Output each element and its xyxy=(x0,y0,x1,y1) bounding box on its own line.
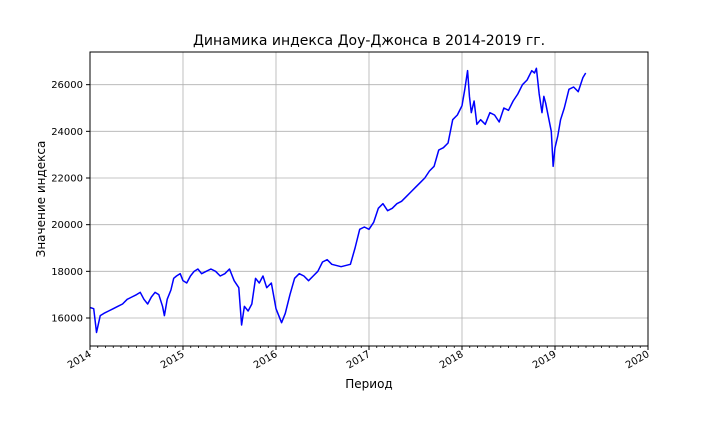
x-tick-label: 2017 xyxy=(345,349,373,371)
data-series xyxy=(89,67,587,334)
y-tick-label: 24000 xyxy=(51,127,83,138)
grid-lines xyxy=(89,52,649,346)
x-axis-title: Период xyxy=(345,377,392,391)
chart-title: Динамика индекса Доу-Джонса в 2014-2019 … xyxy=(193,33,545,49)
x-tick-label: 2018 xyxy=(438,349,466,371)
x-tick-label: 2015 xyxy=(159,349,187,371)
x-tick-label: 2020 xyxy=(624,349,652,371)
series-line-0 xyxy=(89,67,587,334)
y-tick-label: 18000 xyxy=(51,267,83,278)
y-axis-title: Значение индекса xyxy=(34,141,48,258)
x-tick-label: 2019 xyxy=(531,349,559,371)
y-tick-label: 16000 xyxy=(51,314,83,325)
x-tick-label: 2014 xyxy=(66,349,94,371)
y-tick-label: 22000 xyxy=(51,174,83,185)
y-tick-label: 26000 xyxy=(51,80,83,91)
axis-ticks: 2014 2015 2016 2017 2018 2019 2020 16000 18000 20… xyxy=(51,80,651,371)
x-tick-label: 2016 xyxy=(252,349,280,371)
y-tick-label: 20000 xyxy=(51,220,83,231)
